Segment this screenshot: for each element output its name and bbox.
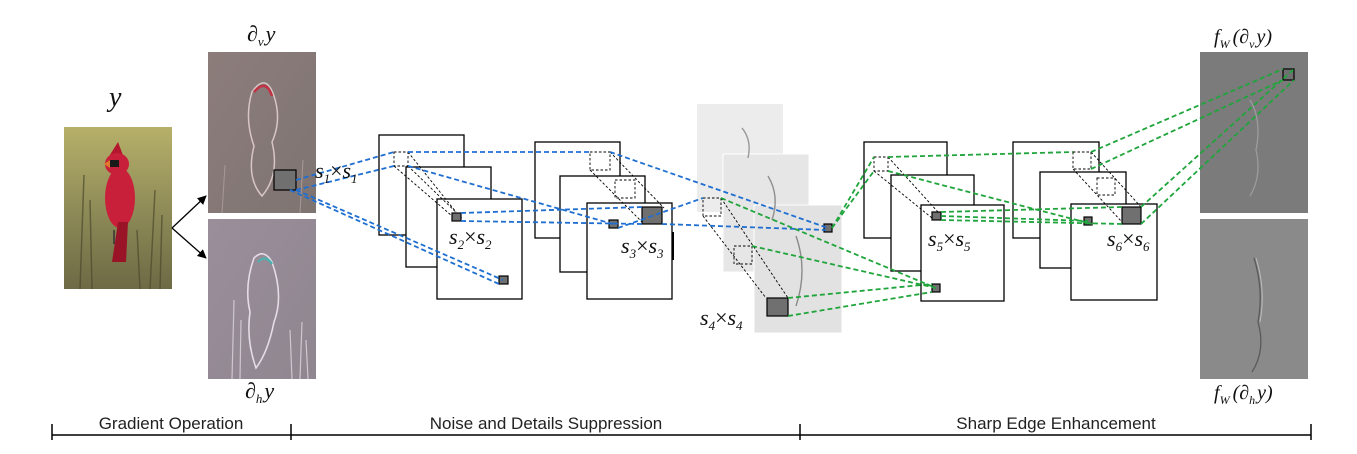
cardinal-bird [104, 142, 135, 262]
output-bottom-arg-end: y) [1255, 382, 1273, 404]
stage-label-noise-suppression: Noise and Details Suppression [430, 414, 662, 433]
vertical-gradient-sub: v [258, 34, 264, 49]
svg-text:∂hy: ∂hy [245, 378, 274, 406]
stage-label-sharp-edge-enhancement: Sharp Edge Enhancement [956, 414, 1156, 433]
kernel-label-4: s4×s4 [700, 305, 743, 333]
kernel-label-6: s6×s6 [1107, 226, 1150, 254]
kernel-label-5: s5×s5 [928, 226, 971, 254]
output-top-arg-end: y) [1254, 26, 1272, 48]
input-label: y [106, 82, 122, 113]
horizontal-output-image: fW (∂h y) [1200, 219, 1308, 407]
horizontal-gradient-image: ∂hy [208, 219, 316, 406]
svg-text:s6×s6: s6×s6 [1107, 226, 1150, 254]
kernel-label-1: s1×s1 [315, 158, 358, 186]
stage-label-gradient-operation: Gradient Operation [99, 414, 244, 433]
svg-text:∂vy: ∂vy [247, 21, 276, 49]
enhancement-connections [720, 68, 1295, 317]
output-top-func-sub: W [1220, 37, 1231, 51]
svg-text:fW(∂hy): fW (∂h y) [1214, 382, 1273, 407]
vertical-gradient-var: y [264, 21, 276, 46]
horizontal-gradient-symbol: ∂ [245, 378, 256, 403]
output-bottom-func-sub: W [1220, 393, 1231, 407]
svg-text:fW(∂vy): fW (∂v y) [1214, 26, 1272, 51]
horizontal-gradient-sub: h [256, 391, 263, 406]
vertical-output-image: fW (∂v y) [1200, 26, 1308, 213]
kernel-label-3: s3×s3 [621, 233, 664, 261]
suppression-connections [289, 151, 829, 285]
split-arrows [171, 195, 207, 259]
vertical-gradient-symbol: ∂ [247, 21, 258, 46]
vertical-gradient-image: ∂vy [208, 21, 316, 214]
kernel-label-2: s2×s2 [449, 224, 492, 252]
output-bottom-arg-sub: h [1249, 393, 1255, 407]
svg-text:s1×s1: s1×s1 [315, 158, 358, 186]
output-top-arg-sub: v [1249, 37, 1255, 51]
output-bottom-arg: (∂ [1233, 382, 1250, 404]
svg-text:s2×s2: s2×s2 [449, 224, 492, 252]
horizontal-gradient-var: y [262, 378, 274, 403]
svg-text:s4×s4: s4×s4 [700, 305, 743, 333]
svg-text:s5×s5: s5×s5 [928, 226, 971, 254]
output-bottom-func: f [1214, 382, 1222, 404]
layer-2-feature-maps [378, 134, 523, 300]
stage-timeline: Gradient Operation Noise and Details Sup… [51, 414, 1312, 440]
layer-3-feature-maps [534, 141, 674, 300]
input-image: y [64, 82, 172, 290]
output-top-arg: (∂ [1233, 26, 1250, 48]
output-top-func: f [1214, 26, 1222, 48]
svg-text:s3×s3: s3×s3 [621, 233, 664, 261]
layer-4-feature-maps [697, 104, 843, 334]
